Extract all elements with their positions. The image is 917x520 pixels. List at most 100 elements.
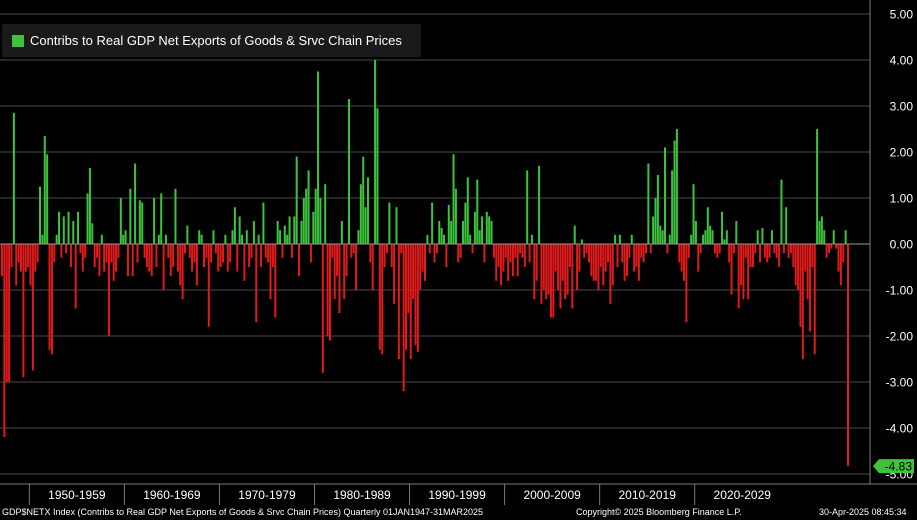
data-bar bbox=[687, 244, 690, 258]
data-bar bbox=[357, 230, 360, 244]
data-bar bbox=[274, 244, 277, 318]
data-bar bbox=[407, 244, 410, 313]
data-bar bbox=[730, 244, 733, 295]
data-bar bbox=[203, 244, 205, 267]
data-bar bbox=[41, 234, 44, 244]
x-tick-label: 2010-2019 bbox=[618, 488, 676, 502]
data-bar bbox=[528, 244, 531, 263]
y-tick-label: -2.00 bbox=[886, 330, 914, 344]
data-bar bbox=[782, 244, 785, 254]
data-bar bbox=[279, 230, 282, 244]
data-bar bbox=[542, 244, 545, 290]
data-bar bbox=[426, 234, 429, 244]
y-tick-label: -4.00 bbox=[886, 422, 914, 436]
data-bar bbox=[732, 244, 735, 254]
data-bar bbox=[697, 244, 700, 272]
data-bar bbox=[770, 230, 773, 244]
data-bar bbox=[744, 244, 747, 258]
data-bar bbox=[134, 163, 137, 244]
data-bar bbox=[214, 244, 217, 254]
data-bar bbox=[378, 244, 381, 350]
data-bar bbox=[383, 244, 386, 267]
data-bar bbox=[96, 244, 99, 258]
data-bar bbox=[231, 230, 234, 244]
data-bar bbox=[431, 202, 434, 244]
data-bar bbox=[193, 244, 196, 263]
data-bar bbox=[621, 244, 624, 263]
footer-timestamp: 30-Apr-2025 08:45:34 bbox=[819, 507, 907, 517]
data-bar bbox=[649, 244, 652, 254]
data-bar bbox=[847, 244, 849, 467]
data-bar bbox=[435, 244, 438, 254]
data-bar bbox=[343, 244, 346, 300]
data-bar bbox=[276, 221, 279, 244]
data-bar bbox=[626, 244, 628, 277]
data-bar bbox=[84, 244, 87, 258]
data-bar bbox=[680, 244, 683, 272]
data-bar bbox=[126, 244, 129, 277]
data-bar bbox=[36, 244, 39, 263]
data-bar bbox=[433, 244, 436, 263]
x-tick-label: 1980-1989 bbox=[333, 488, 391, 502]
data-bar bbox=[685, 244, 688, 323]
data-bar bbox=[359, 184, 362, 244]
data-bar bbox=[823, 230, 826, 244]
data-bar bbox=[74, 244, 77, 309]
data-bar bbox=[5, 244, 8, 382]
data-bar bbox=[699, 244, 702, 254]
data-bar bbox=[637, 244, 640, 281]
data-bar bbox=[205, 244, 208, 258]
data-bar bbox=[93, 244, 96, 267]
data-bar bbox=[519, 244, 522, 254]
data-bar bbox=[481, 216, 484, 244]
data-bar bbox=[328, 244, 331, 341]
data-bar bbox=[813, 244, 816, 355]
data-bar bbox=[497, 244, 500, 267]
data-bar bbox=[248, 244, 251, 267]
data-bar bbox=[666, 244, 669, 254]
data-bar bbox=[457, 244, 460, 263]
data-bar bbox=[690, 234, 693, 244]
data-bar bbox=[804, 244, 807, 272]
data-bar bbox=[309, 244, 312, 263]
data-bar bbox=[652, 216, 655, 244]
data-bar bbox=[3, 244, 6, 438]
data-bar bbox=[428, 244, 431, 254]
data-bar bbox=[141, 202, 144, 244]
data-bar bbox=[27, 244, 30, 267]
data-bar bbox=[17, 244, 20, 263]
chart-legend: Contribs to Real GDP Net Exports of Good… bbox=[2, 24, 421, 57]
data-bar bbox=[164, 234, 167, 244]
data-bar bbox=[839, 244, 842, 286]
data-bar bbox=[645, 244, 648, 254]
x-tick-label: 2020-2029 bbox=[714, 488, 772, 502]
y-tick-label: 4.00 bbox=[890, 54, 914, 68]
data-bar bbox=[119, 198, 122, 244]
data-bar bbox=[585, 244, 588, 254]
data-bar bbox=[590, 244, 593, 277]
data-bar bbox=[188, 244, 191, 258]
data-bar bbox=[642, 244, 645, 263]
data-bar bbox=[260, 244, 263, 267]
data-bar bbox=[576, 244, 579, 290]
data-bar bbox=[618, 234, 621, 244]
data-bar bbox=[785, 207, 788, 244]
data-bar bbox=[50, 244, 53, 355]
data-bar bbox=[554, 244, 557, 272]
data-bar bbox=[604, 244, 607, 272]
x-tick-label: 2000-2009 bbox=[523, 488, 581, 502]
data-bar bbox=[573, 225, 576, 244]
data-bar bbox=[445, 244, 448, 267]
data-bar bbox=[628, 244, 631, 258]
data-bar bbox=[364, 207, 367, 244]
data-bar bbox=[58, 211, 61, 244]
data-bar bbox=[504, 244, 507, 258]
data-bar bbox=[773, 244, 776, 254]
data-bar bbox=[424, 244, 426, 281]
data-bar bbox=[331, 244, 334, 258]
footer-copyright: Copyright© 2025 Bloomberg Finance L.P. bbox=[576, 507, 742, 517]
data-bar bbox=[307, 170, 310, 244]
data-bar bbox=[678, 244, 681, 263]
data-bar bbox=[402, 244, 405, 392]
